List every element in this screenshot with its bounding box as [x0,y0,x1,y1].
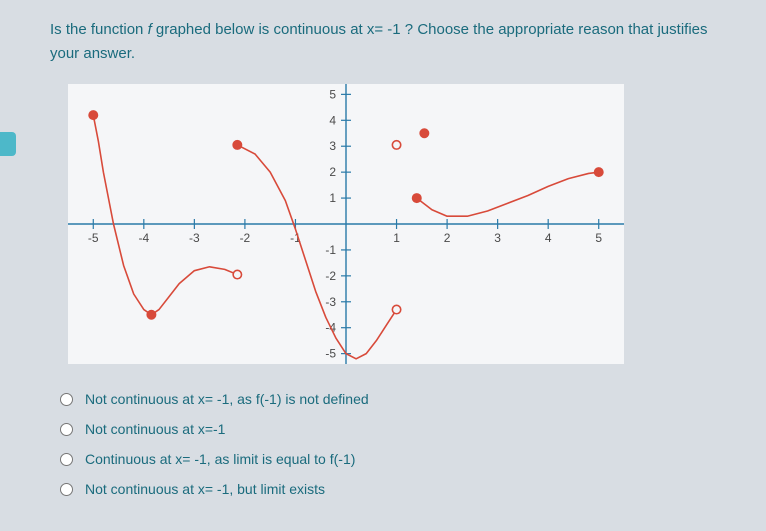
svg-text:4: 4 [329,113,336,127]
svg-text:3: 3 [329,139,336,153]
option-1-label: Not continuous at x=-1 [85,421,225,437]
chart-svg: -5-4-3-2-112345-5-4-3-2-112345 [68,84,624,364]
option-0[interactable]: Not continuous at x= -1, as f(-1) is not… [60,391,716,407]
svg-text:-2: -2 [325,269,336,283]
chart: -5-4-3-2-112345-5-4-3-2-112345 [68,84,716,369]
option-2[interactable]: Continuous at x= -1, as limit is equal t… [60,451,716,467]
svg-text:3: 3 [494,231,501,245]
svg-text:5: 5 [595,231,602,245]
option-2-radio[interactable] [60,453,73,466]
option-3-radio[interactable] [60,483,73,496]
svg-text:4: 4 [545,231,552,245]
question-container: Is the function f graphed below is conti… [0,0,766,497]
option-3-label: Not continuous at x= -1, but limit exist… [85,481,325,497]
option-3[interactable]: Not continuous at x= -1, but limit exist… [60,481,716,497]
options-group: Not continuous at x= -1, as f(-1) is not… [60,391,716,497]
option-1-radio[interactable] [60,423,73,436]
svg-text:1: 1 [393,231,400,245]
question-text: Is the function f graphed below is conti… [50,18,716,66]
option-0-label: Not continuous at x= -1, as f(-1) is not… [85,391,369,407]
svg-text:-3: -3 [189,231,200,245]
svg-text:5: 5 [329,87,336,101]
svg-text:1: 1 [329,191,336,205]
svg-text:-3: -3 [325,295,336,309]
svg-text:-5: -5 [88,231,99,245]
svg-text:-4: -4 [138,231,149,245]
q-prefix: Is the function [50,21,148,38]
option-0-radio[interactable] [60,393,73,406]
option-2-label: Continuous at x= -1, as limit is equal t… [85,451,355,467]
svg-text:2: 2 [444,231,451,245]
svg-text:-1: -1 [325,243,336,257]
side-tab[interactable] [0,132,16,156]
svg-text:2: 2 [329,165,336,179]
option-1[interactable]: Not continuous at x=-1 [60,421,716,437]
svg-text:-5: -5 [325,347,336,361]
svg-text:-2: -2 [240,231,251,245]
